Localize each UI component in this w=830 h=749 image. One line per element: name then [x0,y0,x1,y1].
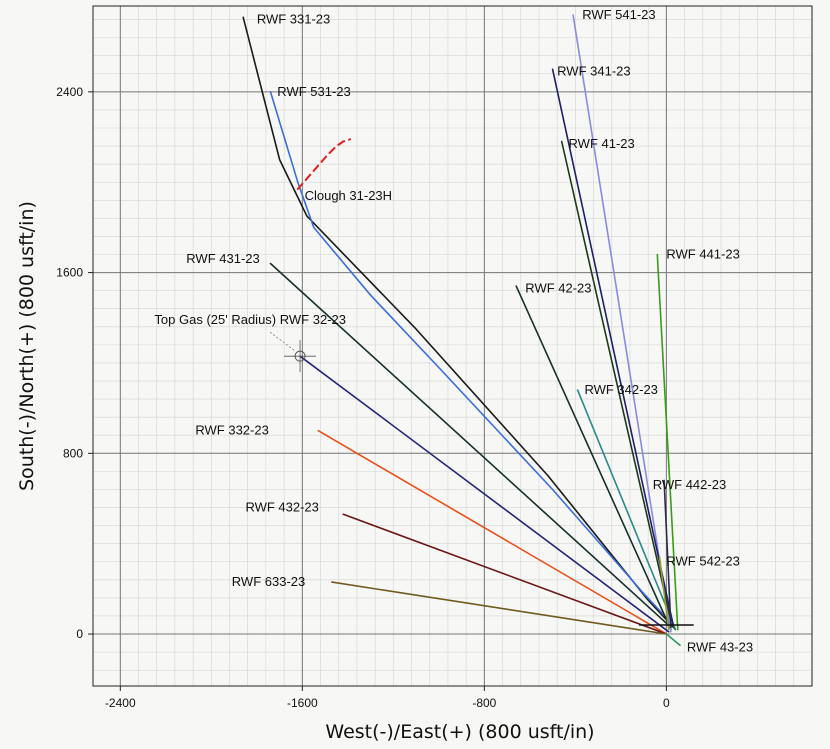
well-path-line [665,633,681,647]
well-label: RWF 442-23 [653,477,726,492]
well-path-line [331,581,668,635]
well-label: RWF 332-23 [195,423,268,438]
well-path-line [658,556,670,631]
well-label: RWF 41-23 [569,136,635,151]
well-path-line [656,253,679,631]
x-tick-labels: -2400 -1600 -800 0 [105,696,670,710]
y-tick-label: 0 [76,627,83,641]
well-labels: RWF 331-23 RWF 531-23 Clough 31-23H RWF 431… [154,7,753,655]
well-path-line [269,91,675,626]
well-paths [242,14,694,647]
well-label: Clough 31-23H [305,188,392,203]
well-path-line [551,68,675,626]
well-label: RWF 431-23 [186,251,259,266]
top-gas-target [269,331,317,373]
well-path-line [572,14,672,633]
well-path-line [560,140,672,622]
y-tick-label: 1600 [56,266,83,280]
well-label: RWF 331-23 [257,12,330,27]
well-path-line [299,355,670,633]
well-path-line [663,479,672,629]
x-axis-title: West(-)/East(+) (800 usft/in) [325,721,594,743]
x-tick-label: -2400 [105,696,136,710]
well-label: RWF 341-23 [557,64,630,79]
well-path-line [269,262,672,629]
y-tick-label: 2400 [56,85,83,99]
well-label: Top Gas (25' Radius) RWF 32-23 [154,312,346,327]
well-label: RWF 441-23 [666,247,739,262]
well-path-line [242,16,677,631]
y-axis-title: South(-)/North(+) (800 usft/in) [16,201,38,491]
well-label: RWF 542-23 [666,554,739,569]
y-tick-labels: 0 800 1600 2400 [56,85,83,641]
well-path-line [576,389,677,631]
well-label: RWF 633-23 [232,574,305,589]
x-tick-label: -1600 [287,696,318,710]
x-tick-label: 0 [663,696,670,710]
well-label: RWF 541-23 [582,7,655,22]
well-label: RWF 531-23 [277,84,350,99]
plot-frame [92,5,813,687]
major-grid [88,6,812,691]
well-label: RWF 42-23 [525,280,591,295]
well-path-line [296,138,352,190]
well-path-line [515,285,672,631]
well-label: RWF 432-23 [245,500,318,515]
x-tick-label: -800 [472,696,496,710]
well-path-line [342,513,668,635]
well-label: RWF 43-23 [687,640,753,655]
well-path-line [317,429,668,635]
y-tick-label: 800 [63,446,83,460]
target-leader-line [269,331,295,351]
well-label: RWF 342-23 [584,382,657,397]
